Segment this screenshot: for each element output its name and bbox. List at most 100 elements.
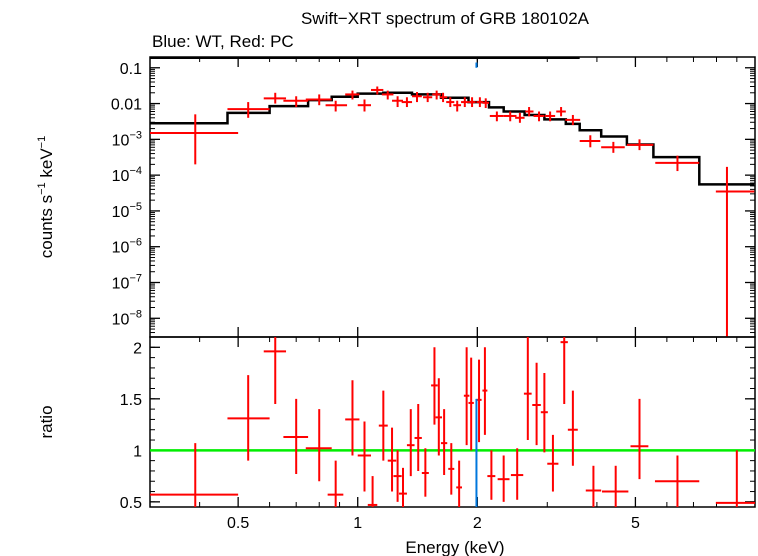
ratio-data-point bbox=[378, 390, 388, 461]
y-tick-exponent: −3 bbox=[129, 129, 142, 141]
pc-data-point bbox=[412, 92, 422, 103]
ratio-data-point bbox=[345, 380, 360, 456]
y-tick-base: 10 bbox=[112, 311, 130, 328]
ratio-y-tick-label: 2 bbox=[133, 340, 142, 357]
ratio-data-point bbox=[560, 337, 568, 404]
y-tick-label: 0.01 bbox=[111, 97, 142, 114]
x-tick-label: 1 bbox=[353, 515, 362, 532]
ratio-data-point bbox=[150, 443, 239, 507]
pc-data-point bbox=[565, 114, 581, 126]
x-tick-label: 0.5 bbox=[227, 515, 249, 532]
y-tick-label: 10−7 bbox=[112, 272, 142, 292]
y-tick-exponent: −4 bbox=[129, 165, 142, 177]
pc-data-point bbox=[439, 92, 448, 103]
pc-data-point bbox=[305, 94, 332, 106]
ratio-data-point bbox=[510, 448, 524, 500]
ratio-y-axis: 0.5 1 1.5 2 bbox=[120, 340, 755, 512]
pc-data-point bbox=[392, 96, 403, 108]
ratio-data-point bbox=[421, 448, 429, 497]
y-tick-exponent: −6 bbox=[129, 237, 142, 249]
spectrum-data-points bbox=[150, 62, 755, 337]
y-tick-base: 10 bbox=[112, 204, 130, 221]
y-title-mid: keV bbox=[37, 148, 56, 183]
pc-data-point bbox=[626, 139, 654, 151]
pc-data-point bbox=[544, 111, 556, 122]
ratio-data-point bbox=[305, 409, 332, 482]
ratio-data-point bbox=[497, 455, 510, 502]
y-tick-exponent: −5 bbox=[129, 201, 142, 213]
ratio-data-point bbox=[435, 378, 443, 456]
x-tick-label: 5 bbox=[631, 515, 640, 532]
ratio-data-point bbox=[283, 398, 309, 475]
ratio-data-point bbox=[532, 362, 541, 446]
y-tick-base: 10 bbox=[112, 132, 130, 149]
ratio-y-tick-label: 0.5 bbox=[120, 495, 142, 512]
y-tick-label: 10−6 bbox=[112, 237, 142, 257]
model-step-line bbox=[150, 91, 755, 186]
y-tick-label: 0.1 bbox=[120, 61, 142, 78]
pc-data-point bbox=[601, 141, 625, 153]
ratio-data-point bbox=[393, 450, 402, 502]
ratio-data-point bbox=[263, 337, 287, 404]
pc-data-point bbox=[381, 90, 394, 100]
ratio-data-point bbox=[440, 409, 448, 476]
pc-data-point bbox=[371, 86, 384, 95]
y-tick-base: 10 bbox=[112, 275, 130, 292]
pc-data-point bbox=[655, 155, 700, 172]
x-axis-title: Energy (keV) bbox=[405, 538, 504, 556]
pc-data-point bbox=[533, 111, 545, 122]
ratio-data-point bbox=[387, 427, 397, 492]
y-tick-exponent: −7 bbox=[129, 272, 142, 284]
pc-data-point bbox=[423, 92, 433, 103]
chart-title: Swift−XRT spectrum of GRB 180102A bbox=[301, 9, 590, 28]
pc-data-point bbox=[525, 107, 534, 117]
ratio-data-point bbox=[547, 434, 559, 492]
ratio-data-point bbox=[431, 347, 438, 425]
ratio-data-point bbox=[456, 460, 462, 507]
ratio-data-points bbox=[150, 337, 755, 507]
ratio-data-point bbox=[567, 390, 578, 466]
pc-data-point bbox=[401, 97, 413, 108]
pc-data-point bbox=[468, 97, 476, 108]
pc-data-point bbox=[345, 90, 360, 100]
x-tick-label: 2 bbox=[473, 515, 482, 532]
ratio-data-point bbox=[602, 465, 629, 507]
pc-data-point bbox=[263, 92, 287, 104]
ratio-x-axis: 0.5 1 2 5 bbox=[149, 337, 738, 532]
ratio-data-point bbox=[227, 375, 270, 461]
pc-data-point bbox=[227, 102, 270, 118]
ratio-y-axis-title: ratio bbox=[37, 405, 56, 438]
y-tick-label: 10−5 bbox=[112, 201, 142, 221]
pc-data-point bbox=[503, 111, 517, 122]
ratio-frame bbox=[149, 336, 756, 508]
y-tick-exponent: −8 bbox=[129, 308, 142, 320]
ratio-data-point bbox=[630, 398, 649, 480]
ratio-data-point bbox=[414, 403, 422, 471]
y-tick-base: 10 bbox=[112, 168, 130, 185]
y-title-exp2: −1 bbox=[36, 136, 48, 149]
pc-data-point bbox=[325, 100, 348, 112]
pc-data-point bbox=[556, 107, 566, 117]
pc-data-point bbox=[446, 97, 455, 108]
spectrum-y-axis-title: counts s−1 keV−1 bbox=[36, 136, 56, 258]
pc-data-point bbox=[579, 135, 601, 148]
ratio-data-point bbox=[406, 409, 415, 477]
ratio-data-point bbox=[463, 347, 470, 446]
pc-data-point bbox=[515, 112, 525, 123]
y-tick-label: 10−3 bbox=[112, 129, 142, 149]
ratio-data-point bbox=[327, 460, 344, 507]
pc-data-point bbox=[357, 99, 372, 112]
pc-data-point bbox=[432, 90, 441, 100]
y-title-exp1: −1 bbox=[36, 182, 48, 195]
ratio-y-tick-label: 1 bbox=[133, 443, 142, 460]
chart-subtitle: Blue: WT, Red: PC bbox=[152, 32, 294, 51]
pc-data-point bbox=[453, 100, 462, 112]
ratio-data-point bbox=[487, 450, 496, 500]
ratio-panel: 0.5 1 1.5 2 0.5 1 2 5 ratio bbox=[37, 336, 756, 532]
ratio-data-point bbox=[540, 373, 548, 453]
pc-data-point bbox=[482, 98, 489, 109]
pc-data-point bbox=[150, 114, 239, 165]
pc-data-point bbox=[461, 97, 469, 108]
